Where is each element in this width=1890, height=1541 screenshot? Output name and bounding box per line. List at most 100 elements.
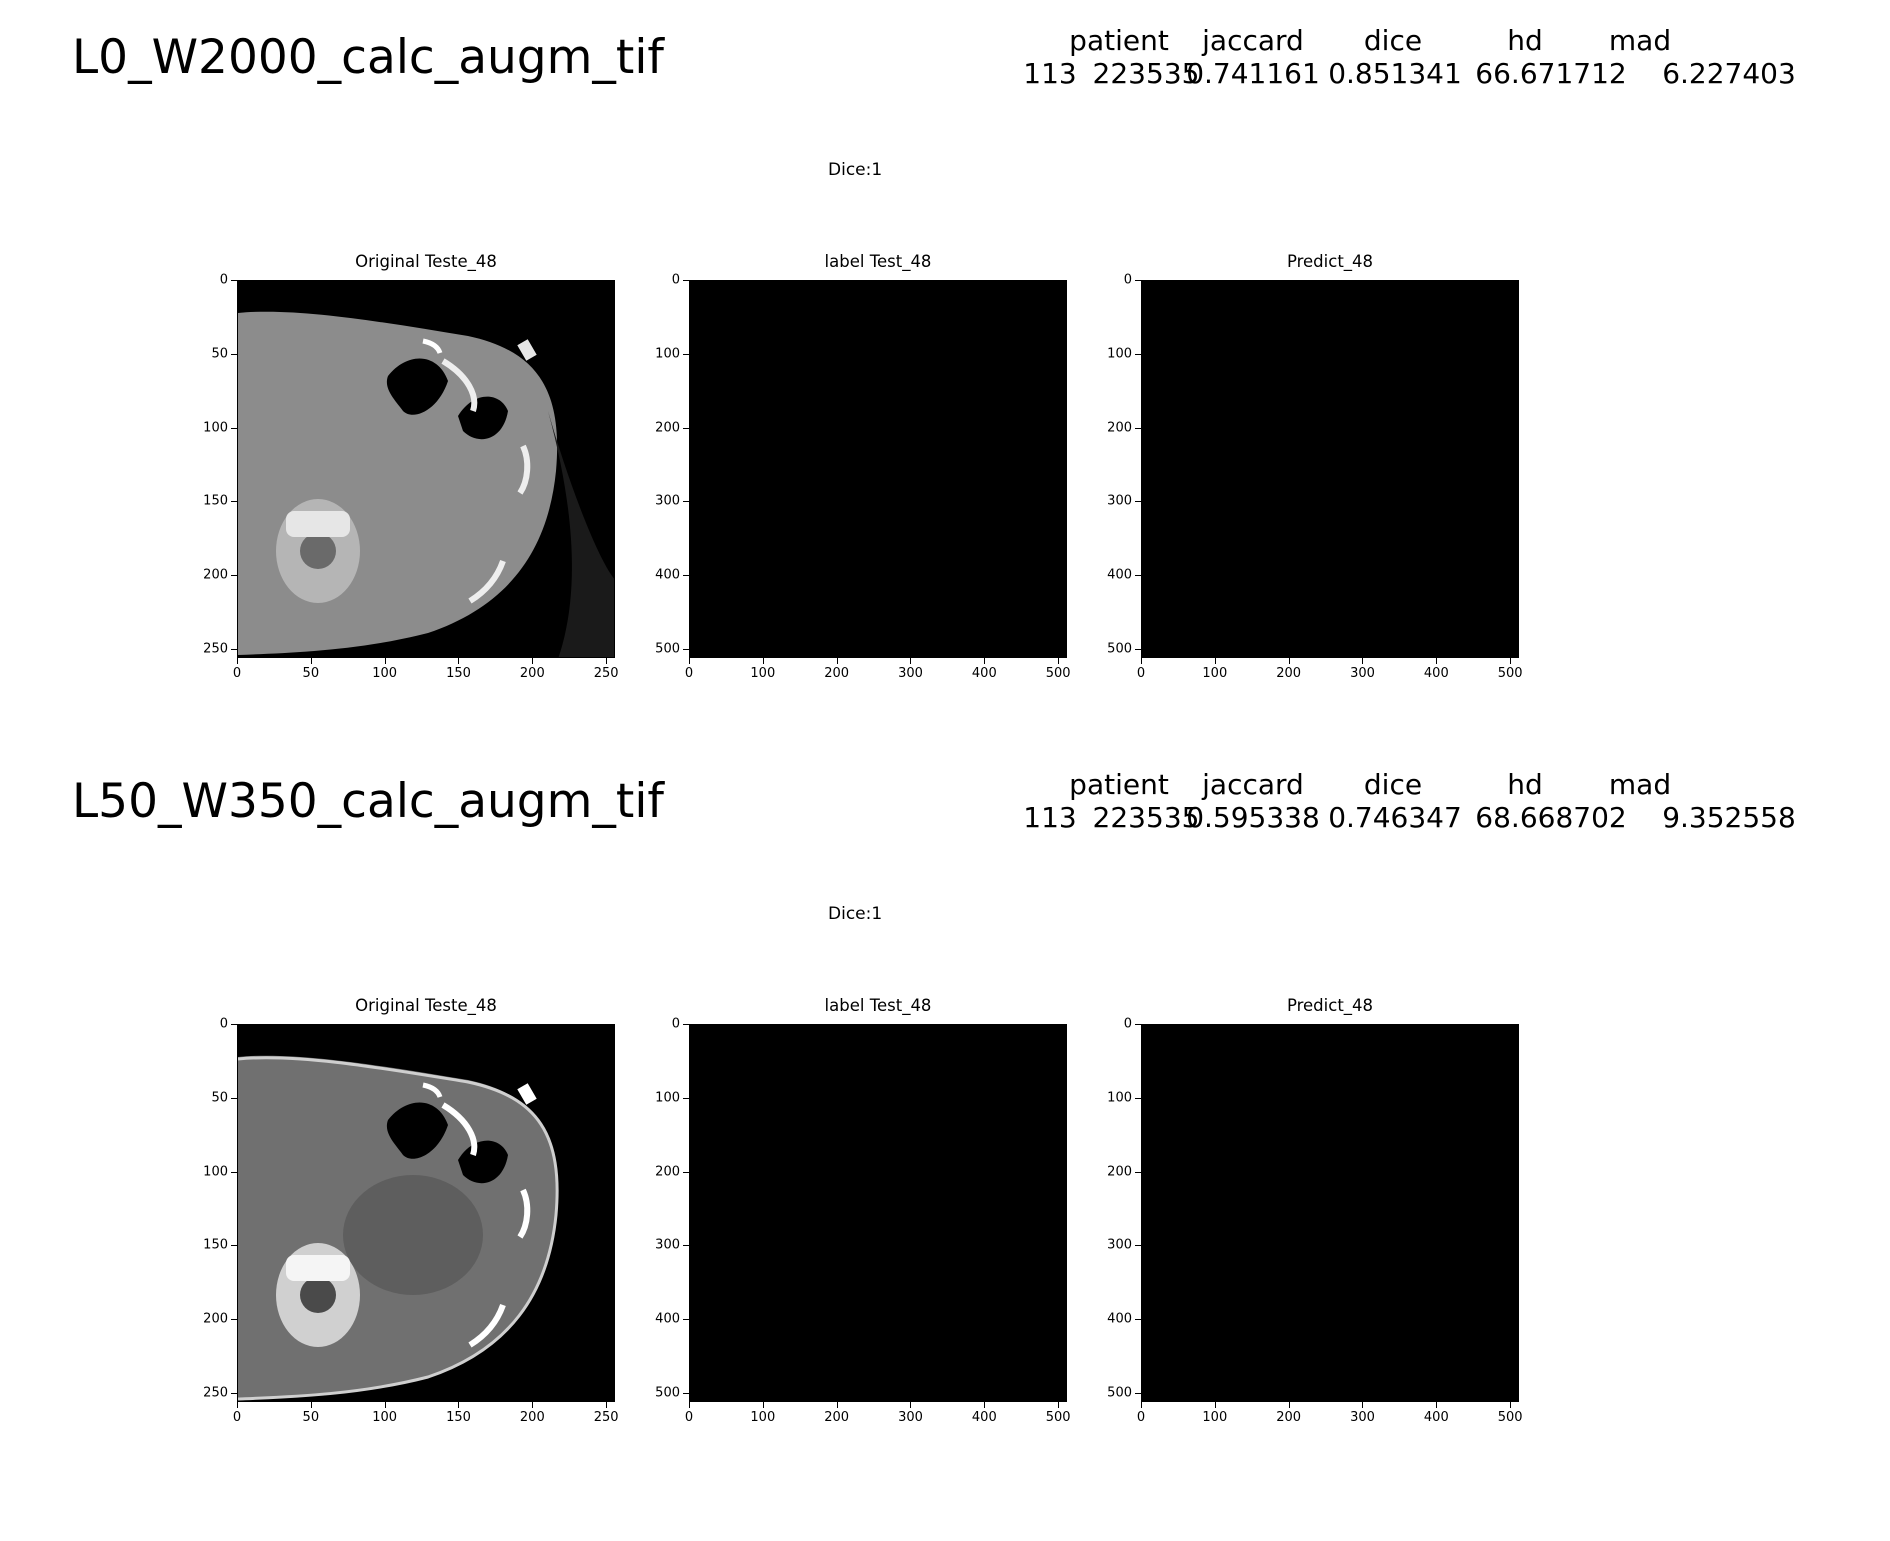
y-tick-mark — [683, 1319, 689, 1321]
figure-suptitle: Dice:1 — [828, 904, 883, 924]
y-tick-label: 300 — [655, 493, 680, 509]
panel-title: Original Teste_48 — [355, 252, 497, 271]
metric-row-index: 113 — [1023, 57, 1077, 90]
panel-label: label Test_48 0 100 200 300 400 500 0 100 200 300… — [655, 252, 1070, 681]
x-tick-mark — [1214, 1402, 1216, 1408]
x-tick-mark — [1288, 658, 1290, 664]
y-tick-mark — [683, 1171, 689, 1173]
y-tick-label: 0 — [219, 272, 228, 288]
x-tick-label: 200 — [519, 666, 545, 681]
metric-header-mad: mad — [1608, 768, 1672, 801]
x-tick-label: 0 — [232, 666, 242, 681]
x-tick-mark — [310, 1402, 312, 1408]
x-tick-mark — [458, 658, 460, 664]
figure-suptitle: Dice:1 — [828, 160, 883, 180]
metric-value-jaccard: 0.595338 — [1186, 801, 1320, 834]
y-tick-label: 300 — [655, 1237, 680, 1253]
y-tick-mark — [231, 1171, 237, 1173]
metric-header-hd: hd — [1507, 768, 1543, 801]
ct-image-original — [237, 1024, 615, 1402]
metric-header-jaccard: jaccard — [1202, 768, 1304, 801]
x-tick-label: 100 — [1202, 666, 1228, 681]
y-tick-mark — [1135, 427, 1141, 429]
x-tick-label: 500 — [1497, 666, 1523, 681]
x-tick-label: 200 — [824, 1410, 850, 1425]
x-tick-mark — [689, 1402, 690, 1408]
metric-header-dice: dice — [1363, 24, 1423, 57]
panel-title: label Test_48 — [824, 996, 932, 1015]
y-tick-mark — [231, 1245, 237, 1247]
y-tick-mark — [1135, 280, 1141, 281]
y-tick-mark — [683, 1024, 689, 1025]
metric-header-dice: dice — [1363, 768, 1423, 801]
y-tick-label: 150 — [203, 493, 228, 509]
x-tick-label: 100 — [750, 666, 776, 681]
y-tick-label: 500 — [1107, 1385, 1132, 1401]
x-tick-mark — [984, 658, 986, 664]
result-section-2: L50_W350_calc_augm_tif patient jaccard d… — [0, 744, 1890, 1484]
x-tick-label: 300 — [898, 666, 923, 681]
panel-title: Original Teste_48 — [355, 996, 497, 1015]
y-tick-label: 100 — [203, 420, 228, 436]
metric-value-patient: 223535 — [1092, 801, 1200, 834]
y-tick-label: 200 — [1107, 1164, 1132, 1180]
metric-value-hd: 66.671712 — [1475, 57, 1627, 90]
x-tick-mark — [237, 1402, 238, 1408]
ct-image-original — [237, 280, 615, 658]
x-tick-label: 50 — [302, 1410, 320, 1425]
x-tick-mark — [689, 658, 690, 664]
x-tick-mark — [532, 658, 534, 664]
x-tick-label: 250 — [593, 1410, 619, 1425]
x-tick-label: 500 — [1045, 1410, 1071, 1425]
panel-predict: Predict_48 0 100 200 300 400 500 0 100 200 300 400… — [1107, 252, 1522, 681]
y-tick-mark — [1135, 353, 1141, 355]
y-tick-mark — [231, 427, 237, 429]
x-tick-mark — [1058, 658, 1060, 664]
y-tick-mark — [683, 280, 689, 281]
x-tick-label: 150 — [446, 1410, 471, 1425]
x-tick-label: 400 — [1423, 666, 1449, 681]
y-tick-label: 100 — [655, 1090, 680, 1106]
y-tick-label: 500 — [1107, 641, 1132, 657]
y-tick-label: 100 — [1107, 1090, 1132, 1106]
y-tick-label: 250 — [203, 1385, 228, 1401]
panel-original: Original Teste_48 0 50 100 150 200 250 0 50 100 1… — [203, 996, 618, 1425]
y-tick-mark — [1135, 649, 1141, 651]
x-tick-mark — [1141, 1402, 1142, 1408]
y-tick-label: 0 — [671, 272, 680, 288]
predict-mask-image — [1141, 280, 1519, 658]
y-tick-mark — [1135, 1393, 1141, 1395]
y-tick-label: 200 — [655, 1164, 680, 1180]
x-tick-mark — [836, 1402, 838, 1408]
y-tick-mark — [231, 1024, 237, 1025]
y-tick-mark — [683, 353, 689, 355]
metric-header-mad: mad — [1608, 24, 1672, 57]
x-tick-label: 50 — [302, 666, 320, 681]
x-tick-label: 100 — [1202, 1410, 1228, 1425]
metric-header-patient: patient — [1069, 24, 1169, 57]
y-tick-mark — [683, 575, 689, 577]
y-tick-mark — [231, 1319, 237, 1321]
y-tick-label: 0 — [1123, 1016, 1132, 1032]
x-tick-mark — [1288, 1402, 1290, 1408]
x-tick-label: 200 — [519, 1410, 545, 1425]
x-tick-mark — [910, 658, 912, 664]
x-tick-mark — [237, 658, 238, 664]
panel-predict: Predict_48 0 100 200 300 400 500 0 100 200 300 400… — [1107, 996, 1522, 1425]
section-title: L0_W2000_calc_augm_tif — [72, 30, 664, 85]
metric-header-hd: hd — [1507, 24, 1543, 57]
metric-value-dice: 0.746347 — [1328, 801, 1462, 834]
metric-row-index: 113 — [1023, 801, 1077, 834]
y-tick-label: 100 — [655, 346, 680, 362]
y-tick-label: 500 — [655, 1385, 680, 1401]
section-title: L50_W350_calc_augm_tif — [72, 774, 664, 829]
x-tick-label: 100 — [372, 666, 398, 681]
x-tick-label: 300 — [1350, 1410, 1375, 1425]
y-tick-label: 400 — [655, 1311, 680, 1327]
y-tick-mark — [683, 1393, 689, 1395]
x-tick-mark — [1362, 658, 1364, 664]
x-tick-mark — [1436, 658, 1438, 664]
y-tick-mark — [231, 575, 237, 577]
x-tick-label: 250 — [593, 666, 619, 681]
x-tick-label: 400 — [971, 666, 997, 681]
